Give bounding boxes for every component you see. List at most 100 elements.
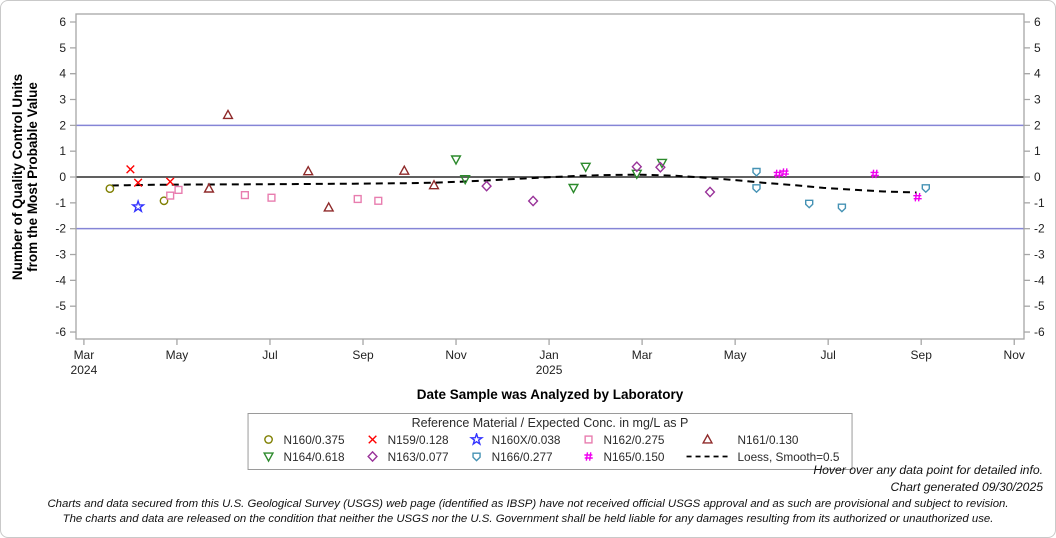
point-n166[interactable] xyxy=(921,184,930,194)
point-n162[interactable] xyxy=(374,196,383,205)
y-axis-tick-label-right: 1 xyxy=(1034,144,1041,158)
legend-title: Reference Material / Expected Conc. in m… xyxy=(411,416,689,430)
point-n160x[interactable] xyxy=(130,198,146,213)
point-n166[interactable] xyxy=(752,184,761,194)
x-axis-tick-label: Jul xyxy=(820,348,835,362)
point-n162[interactable] xyxy=(240,191,249,200)
x-axis-tick-label: Nov xyxy=(1004,348,1025,362)
point-n161[interactable] xyxy=(398,164,410,175)
y-axis-tick-label-right: 2 xyxy=(1034,118,1041,132)
point-n164[interactable] xyxy=(459,175,471,186)
point-n159[interactable] xyxy=(126,165,135,174)
legend-entry-n160: N160/0.375 xyxy=(261,431,345,448)
x-axis-tick-label: May xyxy=(166,348,189,362)
legend-entry-label: N160X/0.038 xyxy=(491,432,561,447)
legend-entry-label: N165/0.150 xyxy=(603,449,665,464)
hover-note: Hover over any data point for detailed i… xyxy=(813,463,1043,477)
disclaimer-line-1: Charts and data secured from this U.S. G… xyxy=(47,498,1009,510)
y-axis-tick-label-right: -1 xyxy=(1034,196,1045,210)
legend-entry-label: N162/0.275 xyxy=(603,432,665,447)
x-axis-tick-label: Jan xyxy=(539,348,558,362)
point-n163[interactable] xyxy=(527,195,539,207)
point-n162[interactable] xyxy=(174,185,183,194)
point-n161[interactable] xyxy=(222,108,234,120)
x-axis-tick-label: Mar xyxy=(74,348,95,362)
shield-icon xyxy=(472,452,481,462)
y-axis-tick-label-right: 3 xyxy=(1034,93,1041,107)
legend-entry-n159: N159/0.128 xyxy=(365,431,449,448)
y-axis-tick-label-right: -5 xyxy=(1034,299,1045,313)
point-n165[interactable] xyxy=(870,169,879,179)
legend-entry-label: N161/0.130 xyxy=(737,432,799,447)
loess-curve xyxy=(111,173,917,194)
point-n161[interactable] xyxy=(302,165,314,176)
hash-icon xyxy=(584,452,593,461)
y-axis-tick-label-right: -4 xyxy=(1034,273,1045,287)
point-n165[interactable] xyxy=(780,168,789,177)
point-n161[interactable] xyxy=(203,182,215,193)
point-n162[interactable] xyxy=(267,193,276,202)
y-axis-tick-label-left: 1 xyxy=(59,144,66,158)
x-axis-tick-label: Sep xyxy=(352,348,374,362)
y-axis-tick-label-left: 0 xyxy=(59,170,66,184)
star-icon xyxy=(469,433,484,446)
point-n162[interactable] xyxy=(166,191,175,200)
legend-entry-n164: N164/0.618 xyxy=(261,448,345,465)
point-n164[interactable] xyxy=(580,162,592,173)
y-axis-tick-label-right: 4 xyxy=(1034,67,1041,81)
y-axis-tick-label-left: -1 xyxy=(55,196,66,210)
legend-entry-label: N163/0.077 xyxy=(387,449,449,464)
point-n166[interactable] xyxy=(805,199,814,209)
legend-box: Reference Material / Expected Conc. in m… xyxy=(247,413,853,470)
point-n159[interactable] xyxy=(165,177,175,186)
square-icon xyxy=(584,435,593,444)
point-n163[interactable] xyxy=(631,161,643,173)
y-axis-tick-label-left: -2 xyxy=(55,222,66,236)
legend-entry-label: N160/0.375 xyxy=(283,432,345,447)
legend-entries: N160/0.375 N159/0.128 N160X/0.038 N162/0.27… xyxy=(261,431,839,465)
y-axis-tick-label-left: 5 xyxy=(59,41,66,55)
y-axis-tick-label-right: 5 xyxy=(1034,41,1041,55)
legend-entry-label: N159/0.128 xyxy=(387,432,449,447)
circle-icon xyxy=(264,435,273,444)
legend-entry-label: N166/0.277 xyxy=(491,449,553,464)
legend-entry-n162: N162/0.275 xyxy=(580,431,664,448)
point-n165[interactable] xyxy=(913,192,922,202)
legend-entry-label: N164/0.618 xyxy=(283,449,345,464)
y-axis-tick-label-left: 6 xyxy=(59,15,66,29)
point-n161[interactable] xyxy=(428,179,440,190)
legend-entry-n163: N163/0.077 xyxy=(365,448,449,465)
point-n164[interactable] xyxy=(567,183,580,194)
y-axis-tick-label-left: 3 xyxy=(59,93,66,107)
point-n161[interactable] xyxy=(323,201,335,212)
point-n163[interactable] xyxy=(481,180,492,192)
point-n159[interactable] xyxy=(133,178,143,187)
y-axis-tick-label-left: -5 xyxy=(55,299,66,313)
legend-entry-loess: Loess, Smooth=0.5 xyxy=(684,448,839,465)
y-axis-tick-label-left: -6 xyxy=(55,325,66,339)
x-axis-tick-label: Sep xyxy=(911,348,933,362)
triangle-up-icon xyxy=(701,433,714,444)
point-n164[interactable] xyxy=(450,155,462,166)
point-n166[interactable] xyxy=(837,203,847,213)
point-n166[interactable] xyxy=(752,167,761,177)
legend-entry-n161: N161/0.130 xyxy=(684,431,839,448)
point-n160[interactable] xyxy=(159,196,169,206)
x-axis-tick-label: Nov xyxy=(445,348,466,362)
x-icon xyxy=(368,435,377,444)
point-n160[interactable] xyxy=(105,184,115,194)
diamond-icon xyxy=(367,450,378,463)
point-n165[interactable] xyxy=(773,169,783,179)
x-axis-tick-label: May xyxy=(724,348,747,362)
point-n162[interactable] xyxy=(353,194,362,204)
qc-scatter-plot: Number of Quality Control Units from the… xyxy=(10,13,1045,402)
y-axis-tick-label-right: -6 xyxy=(1034,325,1045,339)
x-axis-tick-label: Jul xyxy=(262,348,277,362)
point-n163[interactable] xyxy=(655,161,666,173)
legend-entry-n166: N166/0.277 xyxy=(469,448,561,465)
point-n163[interactable] xyxy=(704,186,716,198)
x-axis-year-label: 2024 xyxy=(71,363,98,377)
y-axis-title-line2: from the Most Probable Value xyxy=(25,82,40,272)
y-axis-tick-label-left: 2 xyxy=(59,118,66,132)
